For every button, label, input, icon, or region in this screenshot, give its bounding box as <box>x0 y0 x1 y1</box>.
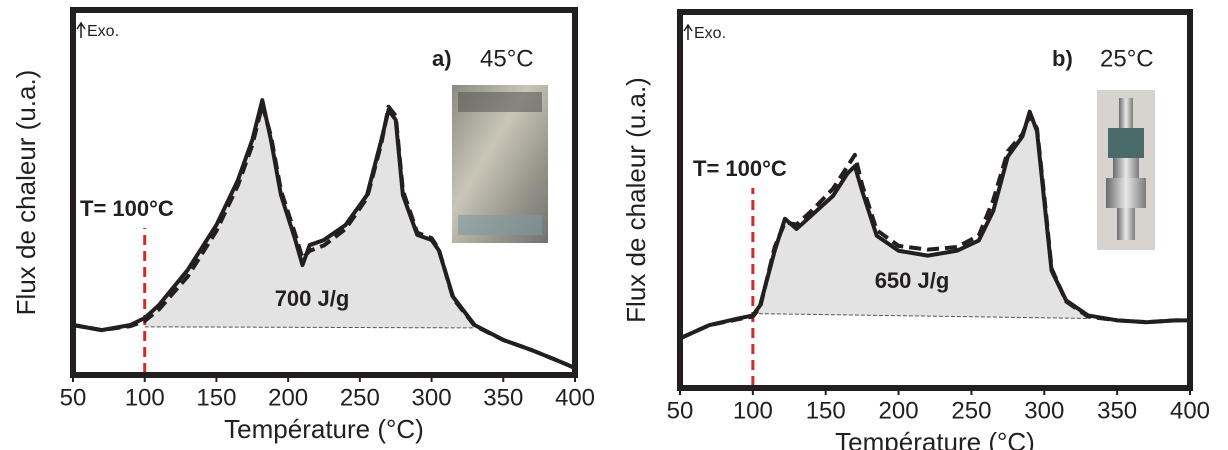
photo-pouch-cell <box>452 85 548 243</box>
x-tick-label: 300 <box>412 384 452 411</box>
x-tick-label: 50 <box>60 384 87 411</box>
dsc-curve <box>679 113 1190 341</box>
condition-label: 45°C <box>480 45 534 72</box>
x-tick-label: 200 <box>879 397 919 424</box>
temperature-label: T= 100°C <box>80 196 174 221</box>
energy-label: 650 J/g <box>875 268 950 293</box>
x-tick-label: 400 <box>1170 397 1210 424</box>
x-tick-label: 350 <box>483 384 523 411</box>
panel-label: b) <box>1052 46 1073 71</box>
dsc-curve <box>72 102 576 370</box>
exo-label: Exo. <box>694 25 726 42</box>
x-tick-label: 100 <box>125 384 165 411</box>
x-axis-label: Température (°C) <box>835 427 1035 450</box>
x-tick-label: 50 <box>667 397 694 424</box>
plot-frame <box>677 9 1193 391</box>
x-tick-label: 400 <box>555 384 595 411</box>
exo-arrow <box>76 21 86 38</box>
baseline <box>144 326 475 329</box>
x-tick-label: 250 <box>340 384 380 411</box>
condition-label: 25°C <box>1100 45 1154 72</box>
y-axis-label: Flux de chaleur (u.a.) <box>621 77 651 323</box>
panel: 50 100 150 200 250 300 350 400 Température (°C) F… <box>11 7 595 444</box>
panel: 50 100 150 200 250 300 350 400 Température (°C) F… <box>621 9 1210 450</box>
plot-frame <box>70 7 578 378</box>
exo-label: Exo. <box>87 23 119 40</box>
x-tick-label: 150 <box>806 397 846 424</box>
x-tick-label: 300 <box>1024 397 1064 424</box>
baseline <box>752 313 1089 319</box>
panel-label: a) <box>432 46 452 71</box>
x-axis-label: Température (°C) <box>224 414 424 444</box>
x-tick-label: 200 <box>268 384 308 411</box>
temperature-label: T= 100°C <box>693 156 787 181</box>
energy-label: 700 J/g <box>275 286 350 311</box>
x-tick-label: 350 <box>1097 397 1137 424</box>
peak-area <box>752 111 1088 319</box>
y-axis-label: Flux de chaleur (u.a.) <box>11 70 41 316</box>
peak-area <box>144 100 475 328</box>
photo-steel-cell <box>1097 90 1155 250</box>
dsc-curve <box>72 98 576 370</box>
x-tick-label: 250 <box>951 397 991 424</box>
x-tick-label: 100 <box>733 397 773 424</box>
x-tick-label: 150 <box>196 384 236 411</box>
exo-arrow <box>683 23 693 40</box>
